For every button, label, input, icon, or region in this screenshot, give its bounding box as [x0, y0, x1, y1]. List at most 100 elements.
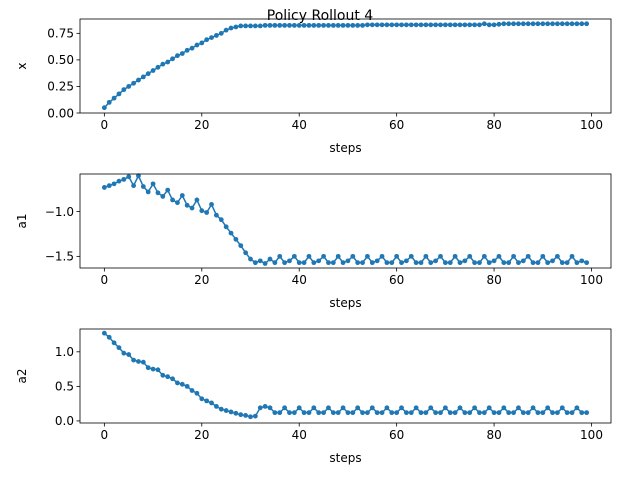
x-tick-label: 100 — [580, 118, 603, 132]
data-point — [389, 410, 395, 416]
data-point — [555, 21, 560, 27]
data-point — [287, 22, 292, 28]
y-axis-label: a1 — [15, 214, 29, 229]
x-tick-label: 40 — [292, 428, 307, 442]
data-point — [209, 35, 214, 40]
data-point — [175, 200, 180, 206]
data-point — [145, 189, 151, 195]
data-point — [165, 374, 171, 380]
data-point — [379, 22, 385, 28]
data-point — [340, 405, 346, 411]
data-point — [311, 22, 317, 28]
data-point — [506, 260, 512, 266]
data-point — [306, 22, 312, 28]
data-point — [574, 260, 580, 266]
data-point — [199, 396, 205, 402]
data-point — [394, 410, 400, 416]
data-point — [155, 367, 161, 373]
data-point — [559, 21, 565, 27]
data-point — [525, 410, 531, 416]
data-point — [170, 56, 175, 62]
data-point — [360, 22, 365, 28]
data-point — [462, 258, 468, 264]
data-point — [238, 412, 244, 418]
data-point — [175, 380, 180, 386]
data-point — [101, 330, 107, 336]
data-point — [223, 224, 229, 230]
subplot-1: 0 20 40 60 80 100 0.00 0.25 0.50 0.75 steps x — [15, 18, 612, 155]
data-point — [106, 183, 112, 189]
data-point — [233, 410, 239, 416]
data-point — [365, 410, 370, 416]
series-line-a1 — [104, 174, 587, 265]
data-point — [287, 410, 292, 416]
y-tick-label: 0.00 — [47, 106, 74, 120]
data-point — [301, 22, 307, 28]
data-point — [506, 21, 512, 27]
data-point — [540, 253, 546, 259]
data-point — [199, 208, 205, 214]
data-point — [530, 21, 536, 27]
data-point — [520, 21, 526, 27]
data-point — [321, 253, 326, 259]
data-point — [457, 22, 463, 28]
data-point — [311, 260, 317, 266]
data-point — [179, 193, 185, 198]
data-point — [194, 42, 200, 48]
data-point — [496, 21, 502, 27]
data-point — [520, 258, 526, 264]
data-point — [525, 253, 531, 259]
data-point — [467, 410, 473, 416]
data-point — [296, 22, 302, 28]
data-point — [369, 22, 375, 28]
data-point — [379, 410, 385, 416]
data-point — [316, 258, 322, 264]
data-point — [165, 187, 171, 193]
data-point — [403, 410, 409, 416]
data-point — [136, 77, 141, 83]
data-point — [472, 405, 477, 411]
series-line-x — [103, 23, 587, 109]
data-point — [209, 202, 214, 207]
x-tick-label: 100 — [580, 273, 603, 287]
data-point — [252, 260, 258, 266]
data-point — [126, 352, 132, 357]
data-point — [374, 258, 380, 264]
data-point — [121, 87, 127, 93]
data-point — [291, 22, 297, 28]
data-point — [447, 410, 453, 416]
data-point — [418, 22, 424, 28]
data-point — [423, 253, 429, 259]
data-point — [194, 197, 200, 203]
data-point — [491, 22, 497, 28]
data-point — [345, 258, 351, 264]
data-point — [326, 22, 331, 28]
data-point — [296, 405, 302, 411]
data-point — [394, 253, 400, 259]
data-point — [481, 253, 487, 259]
data-point — [579, 410, 585, 416]
data-point — [272, 260, 278, 266]
data-point — [160, 193, 166, 199]
data-point — [540, 410, 546, 416]
data-point — [462, 22, 468, 28]
data-point — [291, 253, 297, 259]
data-point — [218, 217, 224, 223]
data-point — [442, 22, 448, 28]
data-point — [248, 414, 253, 420]
data-point — [418, 260, 424, 266]
data-point — [335, 410, 341, 416]
data-point — [184, 383, 190, 389]
data-point — [272, 410, 278, 416]
data-point — [170, 376, 175, 382]
data-point — [545, 405, 551, 411]
data-point — [457, 405, 463, 411]
data-point — [218, 406, 224, 412]
subplot-3: 0 20 40 60 80 100 0.0 0.5 1.0 steps a2 — [15, 328, 612, 465]
data-point — [452, 410, 458, 416]
x-tick-label: 100 — [580, 428, 603, 442]
data-point — [403, 22, 409, 28]
data-point — [428, 22, 434, 28]
data-point — [140, 359, 146, 365]
